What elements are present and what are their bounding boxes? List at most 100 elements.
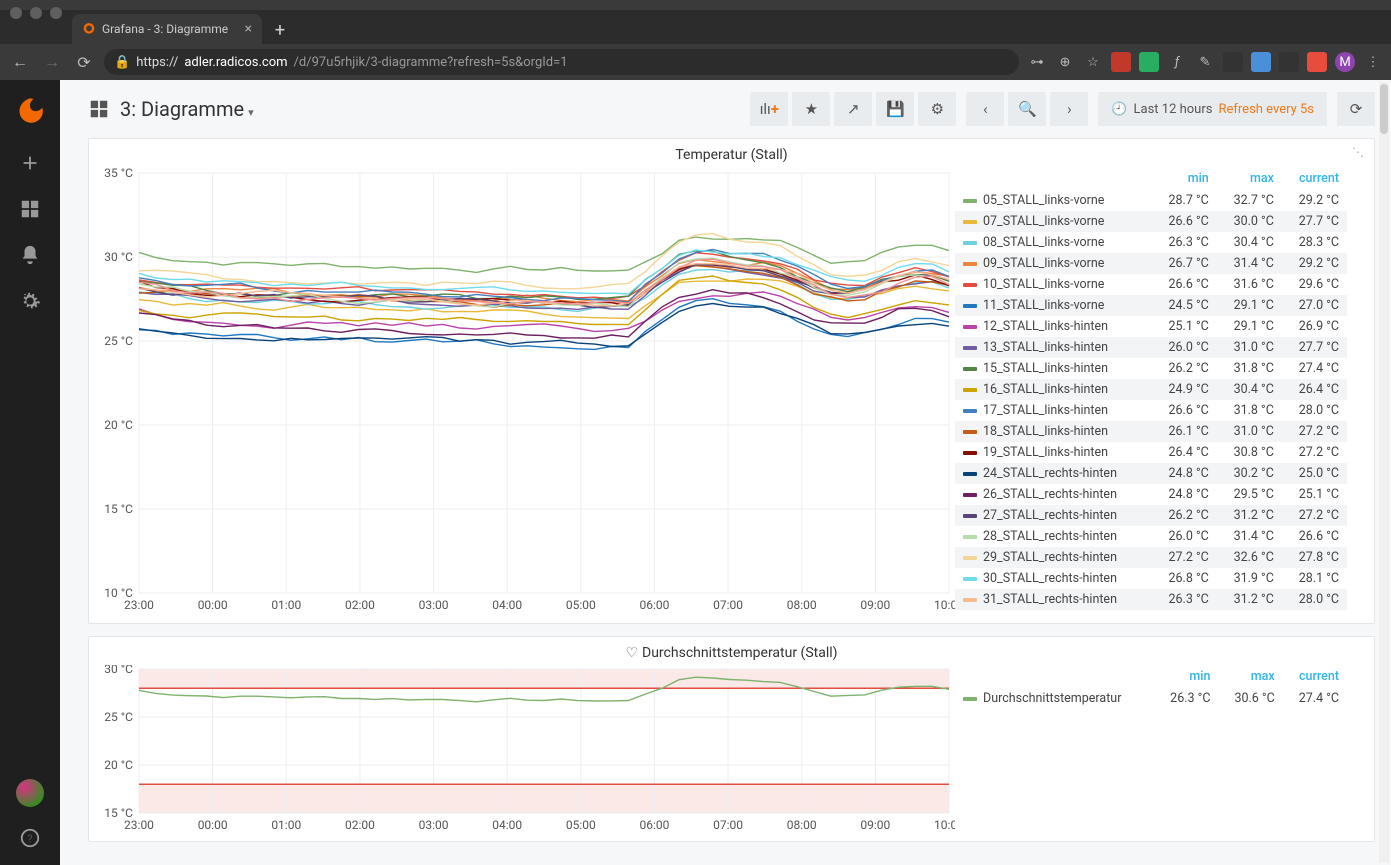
legend-row[interactable]: 28_STALL_rechts-hinten26.0 °C31.4 °C26.6… xyxy=(955,526,1347,547)
panel-title[interactable]: ♡Durchschnittstemperatur (Stall) xyxy=(95,645,1368,661)
refresh-button[interactable]: ⟳ xyxy=(1337,92,1375,126)
series-swatch xyxy=(963,472,977,476)
series-current: 27.4 °C xyxy=(1282,358,1347,379)
nav-back-button[interactable]: ← xyxy=(8,52,32,72)
settings-button[interactable]: ⚙ xyxy=(918,92,956,126)
configuration-icon[interactable] xyxy=(19,290,41,312)
ext-4[interactable]: ✎ xyxy=(1195,52,1215,72)
series-current: 25.1 °C xyxy=(1282,484,1347,505)
grafana-logo[interactable] xyxy=(16,96,44,128)
series-min: 27.2 °C xyxy=(1152,547,1217,568)
close-tab-icon[interactable]: × xyxy=(245,21,252,37)
nav-forward-button[interactable]: → xyxy=(40,52,64,72)
legend-row[interactable]: 11_STALL_links-vorne24.5 °C29.1 °C27.0 °… xyxy=(955,295,1347,316)
series-name: 19_STALL_links-hinten xyxy=(983,445,1108,460)
series-name: Durchschnittstemperatur xyxy=(983,691,1121,706)
series-name: 08_STALL_links-vorne xyxy=(983,235,1104,250)
series-max: 30.6 °C xyxy=(1218,688,1282,709)
add-panel-button[interactable]: ılı+ xyxy=(750,92,788,126)
bookmark-star-icon[interactable]: ☆ xyxy=(1083,52,1103,72)
ext-2[interactable] xyxy=(1139,52,1159,72)
series-min: 26.3 °C xyxy=(1152,232,1217,253)
ext-5[interactable] xyxy=(1223,52,1243,72)
star-button[interactable]: ★ xyxy=(792,92,830,126)
profile-avatar[interactable]: M xyxy=(1335,52,1355,72)
series-swatch xyxy=(963,199,977,203)
series-max: 31.8 °C xyxy=(1217,358,1282,379)
user-avatar[interactable] xyxy=(16,779,44,807)
legend-row[interactable]: 09_STALL_links-vorne26.7 °C31.4 °C29.2 °… xyxy=(955,253,1347,274)
legend-row[interactable]: 26_STALL_rechts-hinten24.8 °C29.5 °C25.1… xyxy=(955,484,1347,505)
legend-row[interactable]: 31_STALL_rechts-hinten26.3 °C31.2 °C28.0… xyxy=(955,589,1347,610)
legend-row[interactable]: 12_STALL_links-hinten25.1 °C29.1 °C26.9 … xyxy=(955,316,1347,337)
panel-title[interactable]: Temperatur (Stall) xyxy=(95,147,1368,163)
series-name: 27_STALL_rechts-hinten xyxy=(983,508,1117,523)
legend-row[interactable]: Durchschnittstemperatur26.3 °C30.6 °C27.… xyxy=(955,688,1347,709)
series-max: 31.0 °C xyxy=(1217,421,1282,442)
address-bar[interactable]: 🔒 https://adler.radicos.com/d/97u5rhjik/… xyxy=(104,49,1019,75)
svg-text:09:00: 09:00 xyxy=(860,598,890,612)
series-line[interactable] xyxy=(139,237,949,272)
series-current: 29.2 °C xyxy=(1282,190,1347,211)
svg-text:00:00: 00:00 xyxy=(198,598,228,612)
dashboard-icon[interactable] xyxy=(88,98,110,120)
series-min: 26.6 °C xyxy=(1152,274,1217,295)
series-max: 32.7 °C xyxy=(1217,190,1282,211)
time-prev-button[interactable]: ‹ xyxy=(966,92,1004,126)
share-button[interactable]: ↗ xyxy=(834,92,872,126)
legend-row[interactable]: 30_STALL_rechts-hinten26.8 °C31.9 °C28.1… xyxy=(955,568,1347,589)
series-min: 26.6 °C xyxy=(1152,400,1217,421)
series-max: 29.1 °C xyxy=(1217,295,1282,316)
new-tab-button[interactable]: + xyxy=(266,16,294,44)
browser-tab-grafana[interactable]: Grafana - 3: Diagramme × xyxy=(72,14,262,44)
ext-3[interactable]: ƒ xyxy=(1167,52,1187,72)
legend-row[interactable]: 16_STALL_links-hinten24.9 °C30.4 °C26.4 … xyxy=(955,379,1347,400)
time-range-picker[interactable]: 🕘 Last 12 hours Refresh every 5s xyxy=(1098,92,1327,126)
ext-7[interactable] xyxy=(1279,52,1299,72)
traffic-max[interactable] xyxy=(50,7,62,19)
legend-row[interactable]: 29_STALL_rechts-hinten27.2 °C32.6 °C27.8… xyxy=(955,547,1347,568)
traffic-min[interactable] xyxy=(30,7,42,19)
help-icon[interactable]: ? xyxy=(19,827,41,849)
legend-row[interactable]: 32_STALL_rechts-vorne26.0 °C31.3 °C28.1 … xyxy=(955,610,1347,612)
legend-row[interactable]: 05_STALL_links-vorne28.7 °C32.7 °C29.2 °… xyxy=(955,190,1347,211)
series-swatch xyxy=(963,409,977,413)
series-current: 29.2 °C xyxy=(1282,253,1347,274)
ext-6[interactable] xyxy=(1251,52,1271,72)
legend-row[interactable]: 17_STALL_links-hinten26.6 °C31.8 °C28.0 … xyxy=(955,400,1347,421)
time-next-button[interactable]: › xyxy=(1050,92,1088,126)
zoom-icon[interactable]: ⊕ xyxy=(1055,52,1075,72)
nav-reload-button[interactable]: ⟳ xyxy=(72,53,96,72)
series-swatch xyxy=(963,430,977,434)
zoom-out-button[interactable]: 🔍 xyxy=(1008,92,1046,126)
legend-row[interactable]: 13_STALL_links-hinten26.0 °C31.0 °C27.7 … xyxy=(955,337,1347,358)
series-name: 24_STALL_rechts-hinten xyxy=(983,466,1117,481)
legend-row[interactable]: 27_STALL_rechts-hinten26.2 °C31.2 °C27.2… xyxy=(955,505,1347,526)
legend-row[interactable]: 08_STALL_links-vorne26.3 °C30.4 °C28.3 °… xyxy=(955,232,1347,253)
key-icon[interactable]: ⊶ xyxy=(1027,52,1047,72)
save-button[interactable]: 💾 xyxy=(876,92,914,126)
series-name: 29_STALL_rechts-hinten xyxy=(983,550,1117,565)
chart-temperatur[interactable]: 10 °C15 °C20 °C25 °C30 °C35 °C23:0000:00… xyxy=(95,167,955,617)
dashboard-topbar: 3: Diagramme▾ ılı+ ★ ↗ 💾 ⚙ ‹ 🔍 › 🕘 Last … xyxy=(88,92,1375,126)
legend-row[interactable]: 15_STALL_links-hinten26.2 °C31.8 °C27.4 … xyxy=(955,358,1347,379)
legend-row[interactable]: 18_STALL_links-hinten26.1 °C31.0 °C27.2 … xyxy=(955,421,1347,442)
svg-text:06:00: 06:00 xyxy=(640,598,670,612)
alerting-icon[interactable] xyxy=(19,244,41,266)
ext-1[interactable] xyxy=(1111,52,1131,72)
dashboards-icon[interactable] xyxy=(19,198,41,220)
legend-row[interactable]: 19_STALL_links-hinten26.4 °C30.8 °C27.2 … xyxy=(955,442,1347,463)
svg-text:07:00: 07:00 xyxy=(713,818,743,832)
dashboard-title[interactable]: 3: Diagramme▾ xyxy=(120,97,254,121)
traffic-close[interactable] xyxy=(10,7,22,19)
kebab-menu-icon[interactable]: ⋮ xyxy=(1363,52,1383,72)
legend-row[interactable]: 24_STALL_rechts-hinten24.8 °C30.2 °C25.0… xyxy=(955,463,1347,484)
page-scrollbar[interactable] xyxy=(1379,82,1389,863)
ext-8[interactable] xyxy=(1307,52,1327,72)
legend-row[interactable]: 07_STALL_links-vorne26.6 °C30.0 °C27.7 °… xyxy=(955,211,1347,232)
legend-row[interactable]: 10_STALL_links-vorne26.6 °C31.6 °C29.6 °… xyxy=(955,274,1347,295)
chart-durchschnitt[interactable]: 15 °C20 °C25 °C30 °C23:0000:0001:0002:00… xyxy=(95,665,955,835)
svg-text:10:00: 10:00 xyxy=(934,598,955,612)
series-swatch xyxy=(963,325,977,329)
add-icon[interactable] xyxy=(19,152,41,174)
